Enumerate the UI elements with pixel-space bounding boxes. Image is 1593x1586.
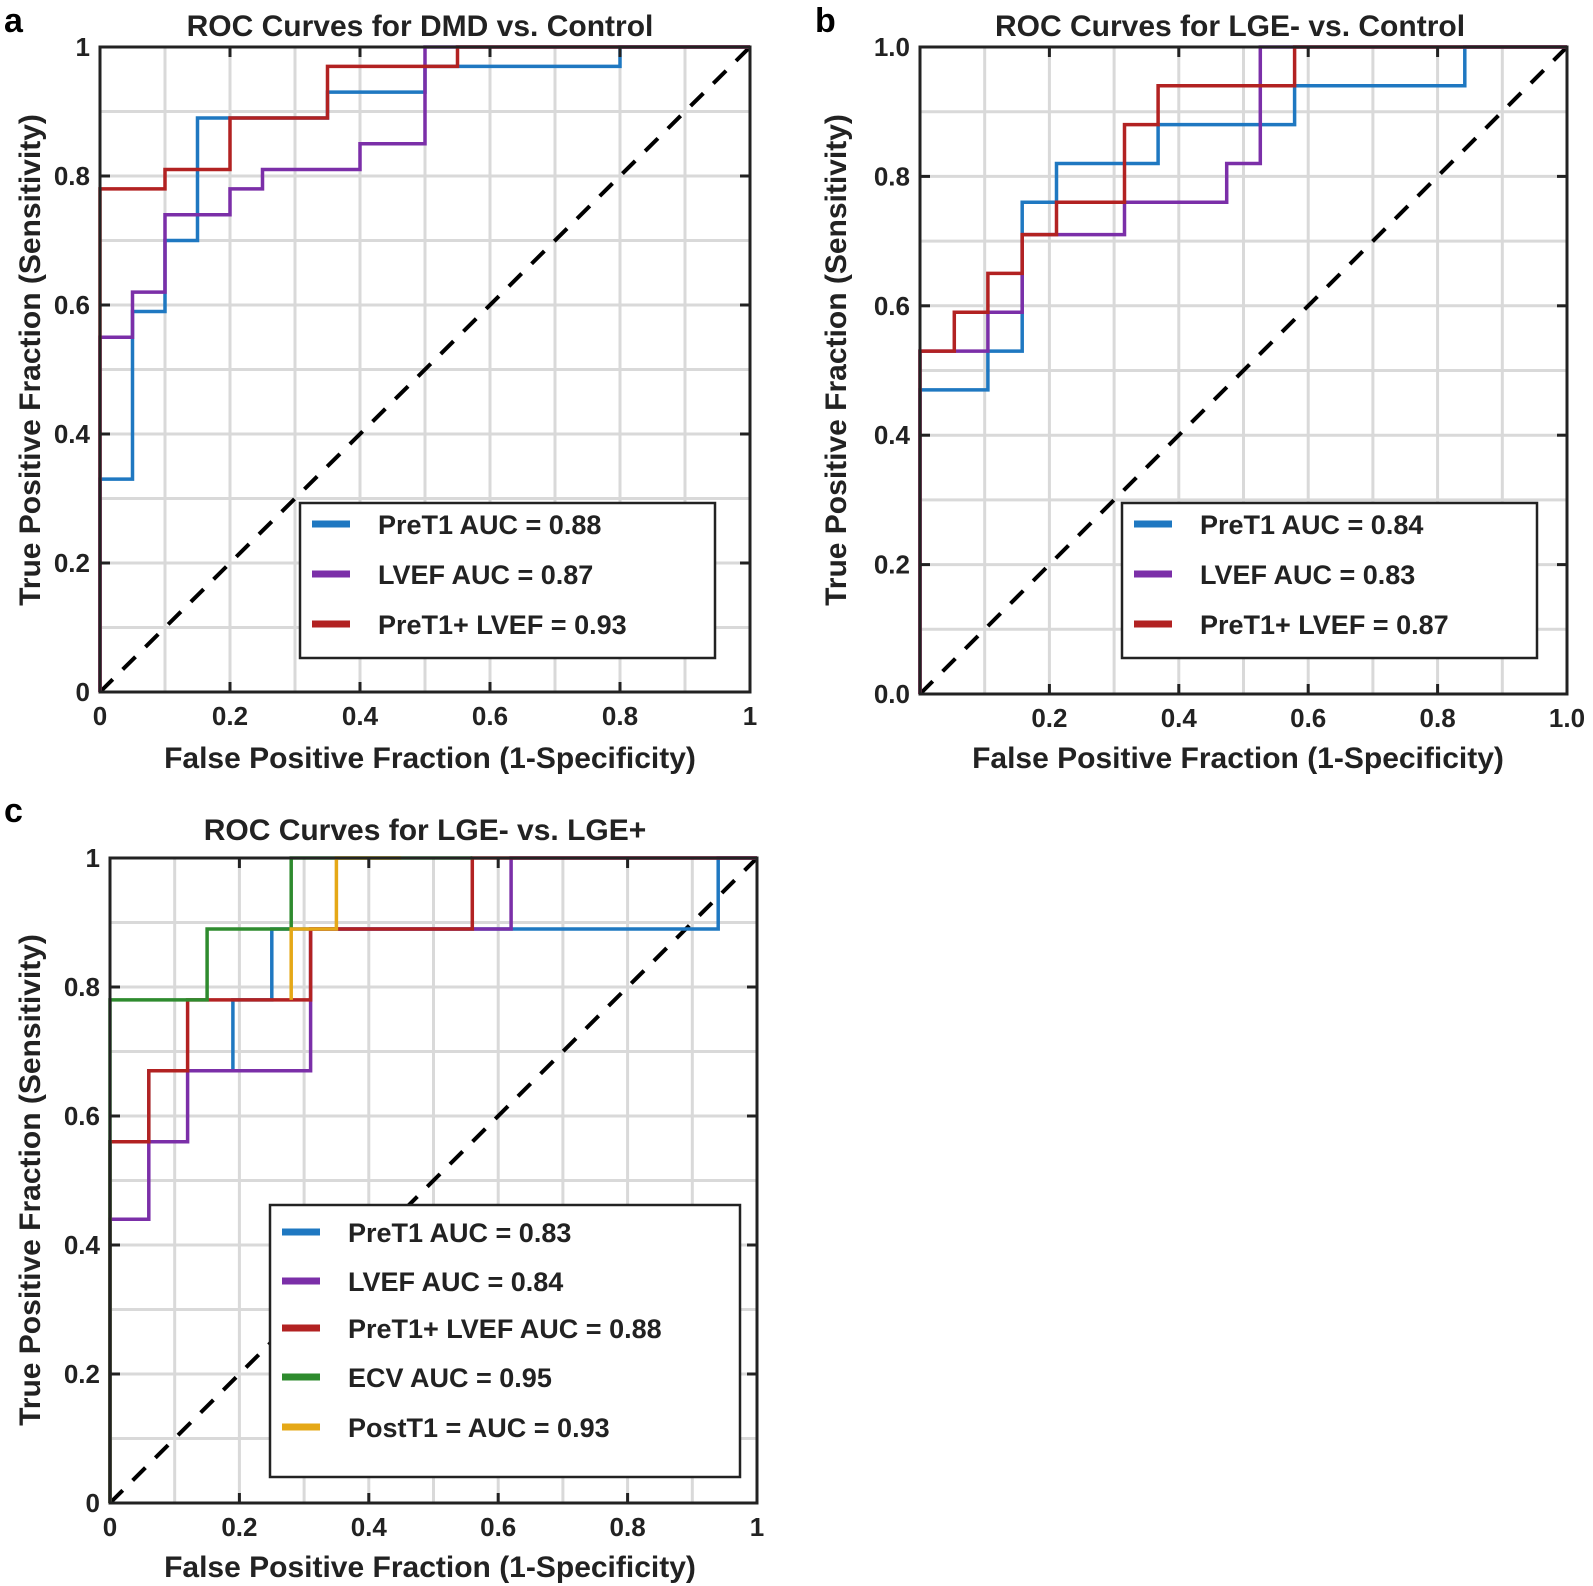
legend-entry-label: PreT1+ LVEF AUC = 0.88	[348, 1314, 662, 1344]
panel-a: a ROC Curves for DMD vs. Control 0 0.2 0.4…	[4, 2, 757, 775]
y-tick-label: 0.8	[54, 161, 90, 191]
y-tick-label: 0.2	[874, 550, 910, 580]
roc-curve-series-2	[918, 45, 1567, 694]
legend-entry-label: ECV AUC = 0.95	[348, 1363, 552, 1393]
legend-entry-label: PostT1 = AUC = 0.93	[348, 1413, 610, 1443]
plot-frame	[108, 856, 759, 1505]
chance-diagonal-line	[918, 45, 1569, 696]
roc-curve-series-0	[918, 45, 1567, 694]
x-tick-label: 0.2	[1031, 703, 1067, 733]
x-tick-label: 0.4	[351, 1512, 388, 1542]
panel-letter-a: a	[4, 2, 24, 40]
x-tick-label: 0.6	[472, 701, 508, 731]
y-tick-label: 1.0	[874, 32, 910, 62]
y-tick-label: 1	[86, 843, 100, 873]
x-axis-label: False Positive Fraction (1-Specificity)	[164, 742, 696, 775]
panel-letter-b: b	[815, 2, 836, 40]
legend-entry-label: PreT1+ LVEF = 0.87	[1200, 610, 1449, 640]
x-tick-label: 0.8	[610, 1512, 646, 1542]
y-tick-label: 0.4	[64, 1230, 101, 1260]
y-axis-label: True Positive Fraction (Sensitivity)	[820, 114, 853, 606]
x-tick-label: 0	[103, 1512, 117, 1542]
y-axis-label: True Positive Fraction (Sensitivity)	[14, 114, 47, 606]
x-tick-label: 0	[93, 701, 107, 731]
legend-entry-label: PreT1 AUC = 0.84	[1200, 510, 1423, 540]
roc-curve-series-2	[98, 45, 750, 692]
x-tick-label: 1	[743, 701, 757, 731]
x-tick-label: 0.6	[480, 1512, 516, 1542]
legend-entry-label: PreT1 AUC = 0.88	[378, 510, 601, 540]
panel-letter-c: c	[4, 792, 23, 830]
x-tick-label: 1.0	[1549, 703, 1585, 733]
plot-frame	[98, 45, 752, 694]
legend-entry-label: LVEF AUC = 0.87	[378, 560, 593, 590]
y-tick-label: 0	[86, 1488, 100, 1518]
y-tick-label: 0.6	[64, 1101, 100, 1131]
x-tick-label: 0.4	[342, 701, 379, 731]
y-tick-label: 0.6	[54, 290, 90, 320]
legend-entry-label: PreT1+ LVEF = 0.93	[378, 610, 627, 640]
x-tick-label: 1	[750, 1512, 764, 1542]
chart-title: ROC Curves for LGE- vs. Control	[995, 10, 1465, 43]
roc-curve-series-1	[918, 45, 1567, 694]
x-tick-label: 0.4	[1161, 703, 1198, 733]
legend-box	[268, 1203, 742, 1479]
y-tick-label: 0	[76, 677, 90, 707]
x-tick-label: 0.2	[221, 1512, 257, 1542]
x-tick-label: 0.8	[1420, 703, 1456, 733]
y-tick-label: 0.4	[874, 420, 911, 450]
legend-box	[1120, 501, 1539, 660]
roc-curve-series-1	[98, 45, 750, 692]
y-tick-label: 0.8	[64, 972, 100, 1002]
roc-curve-series-2	[108, 856, 757, 1503]
panel-b: b ROC Curves for LGE- vs. Control 0.2 0.4…	[815, 2, 1585, 775]
y-tick-label: 1	[76, 32, 90, 62]
y-tick-label: 0.8	[874, 161, 910, 191]
chance-diagonal-line	[108, 856, 759, 1505]
chart-title: ROC Curves for DMD vs. Control	[187, 10, 654, 43]
plot-frame	[918, 45, 1569, 696]
y-tick-label: 0.2	[64, 1359, 100, 1389]
legend-entry-label: PreT1 AUC = 0.83	[348, 1218, 571, 1248]
panel-c: c ROC Curves for LGE- vs. LGE+ 0 0.2 0.4 0.…	[4, 792, 764, 1584]
x-tick-label: 0.6	[1290, 703, 1326, 733]
x-tick-label: 0.2	[212, 701, 248, 731]
y-tick-label: 0.6	[874, 291, 910, 321]
y-tick-label: 0.0	[874, 679, 910, 709]
chart-title: ROC Curves for LGE- vs. LGE+	[204, 814, 647, 847]
x-axis-label: False Positive Fraction (1-Specificity)	[972, 742, 1504, 775]
roc-curve-series-0	[98, 45, 750, 692]
legend-entry-label: LVEF AUC = 0.84	[348, 1267, 563, 1297]
y-tick-label: 0.2	[54, 548, 90, 578]
chance-diagonal-line	[98, 45, 752, 694]
y-tick-label: 0.4	[54, 419, 91, 449]
x-tick-label: 0.8	[602, 701, 638, 731]
legend-entry-label: LVEF AUC = 0.83	[1200, 560, 1415, 590]
x-axis-label: False Positive Fraction (1-Specificity)	[164, 1551, 696, 1584]
legend-box	[298, 501, 717, 660]
y-axis-label: True Positive Fraction (Sensitivity)	[14, 934, 47, 1426]
